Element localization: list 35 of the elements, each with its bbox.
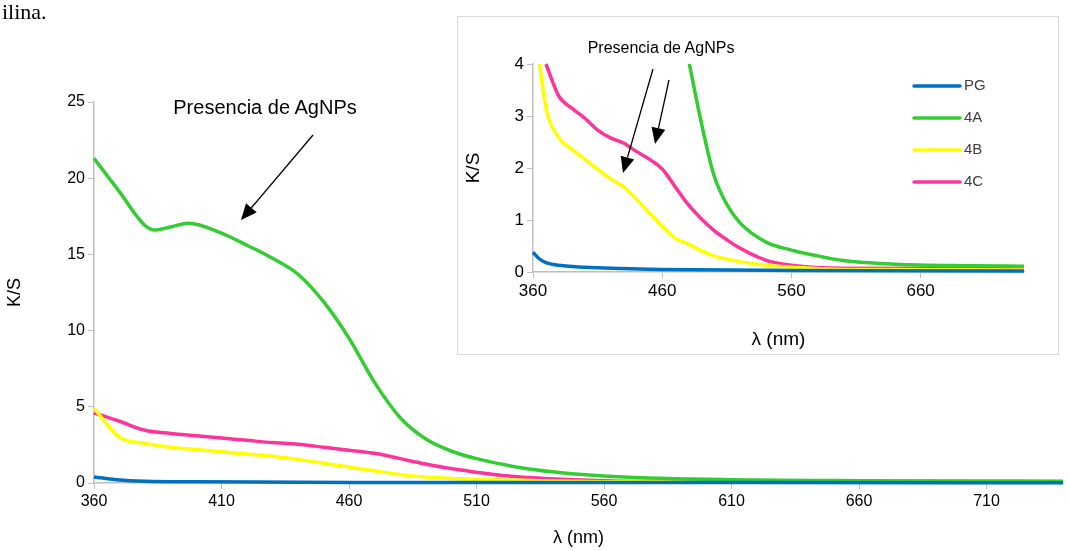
x-tick-label: 710 — [973, 492, 1000, 510]
y-tick-label: 5 — [76, 397, 86, 415]
y-axis-title: K/S — [3, 277, 24, 308]
y-tick-label: 0 — [76, 473, 86, 491]
line-series — [687, 62, 1026, 269]
text: ilina. — [2, 0, 47, 24]
y-tick-label: 20 — [67, 168, 86, 186]
x-tick-label: 610 — [718, 492, 745, 510]
y-tick-label: 2 — [514, 157, 524, 177]
x-tick-label: 560 — [777, 280, 806, 300]
y-tick-label: 0 — [514, 261, 524, 281]
legend-label: 4A — [964, 108, 983, 126]
x-tick-label: 660 — [845, 492, 873, 510]
legend-label: 4B — [964, 140, 983, 158]
legend-label: PG — [964, 76, 986, 94]
x-tick-label: 560 — [590, 492, 618, 510]
y-tick-label: 1 — [514, 209, 524, 229]
text: Presencia de AgNPs — [587, 39, 735, 57]
y-tick-label: 4 — [514, 53, 524, 73]
y-tick-label: 15 — [67, 244, 86, 262]
x-tick-label: 410 — [208, 492, 235, 510]
annotation: Presencia de AgNPs — [173, 95, 357, 118]
y-tick-label: 10 — [67, 321, 86, 339]
x-tick-label: 360 — [518, 280, 548, 300]
x-tick-label: 510 — [463, 492, 490, 510]
x-tick-label: 360 — [80, 492, 108, 510]
y-tick-label: 25 — [67, 92, 86, 110]
y-axis-title: K/S — [461, 152, 483, 184]
x-tick-label: 460 — [648, 280, 677, 300]
y-tick-label: 3 — [514, 105, 524, 125]
x-tick-label: 460 — [335, 492, 363, 510]
x-axis-title: λ (nm) — [751, 327, 806, 349]
legend-label: 4C — [964, 172, 984, 190]
x-axis-title: λ (nm) — [553, 527, 604, 548]
x-tick-label: 660 — [906, 280, 935, 300]
